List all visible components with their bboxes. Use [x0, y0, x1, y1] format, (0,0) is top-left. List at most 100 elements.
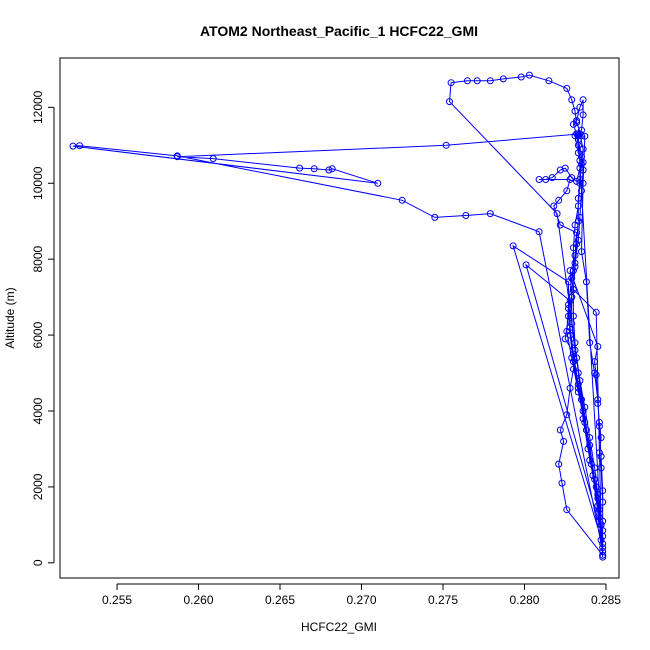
data-point [563, 411, 571, 419]
data-point [566, 297, 574, 305]
data-point [569, 286, 577, 293]
data-point [573, 177, 581, 185]
data-point [574, 384, 582, 392]
data-point [571, 221, 579, 229]
data-point [525, 71, 533, 79]
data-point [599, 544, 607, 552]
data-point [569, 120, 577, 128]
data-point [581, 132, 589, 140]
data-point [599, 498, 607, 506]
data-point [535, 228, 543, 236]
data-point [574, 369, 582, 377]
data-point [556, 221, 564, 229]
data-point [566, 267, 574, 275]
y-tick-label: 4000 [31, 397, 45, 424]
x-tick-label: 0.275 [428, 593, 458, 607]
data-point [555, 196, 563, 204]
y-tick-label: 6000 [31, 321, 45, 348]
data-point [431, 213, 439, 221]
x-tick-label: 0.255 [102, 593, 132, 607]
data-point [586, 441, 594, 449]
data-point [597, 464, 605, 472]
data-point [594, 491, 602, 498]
y-tick-label: 12000 [31, 90, 45, 124]
data-point [565, 301, 572, 309]
data-point [555, 460, 563, 468]
data-point [589, 472, 597, 479]
data-point [579, 415, 587, 423]
y-tick-label: 10000 [31, 166, 45, 200]
data-point [578, 187, 585, 195]
data-point [571, 346, 579, 354]
data-point [522, 261, 530, 269]
data-point [579, 166, 587, 174]
data-point [447, 79, 455, 87]
data-point [573, 354, 581, 362]
data-point [568, 174, 576, 182]
y-tick-label: 0 [31, 559, 45, 566]
data-point [569, 312, 577, 320]
data-point [582, 278, 590, 286]
data-point [69, 142, 77, 150]
data-point [553, 210, 561, 218]
data-point [325, 166, 333, 174]
data-point [581, 418, 589, 426]
data-point [535, 176, 543, 183]
data-point [463, 77, 471, 85]
x-tick-label: 0.270 [346, 593, 376, 607]
data-point [573, 229, 581, 237]
data-point [597, 434, 605, 442]
data-point [566, 384, 574, 392]
data-point [568, 293, 576, 301]
data-point [576, 213, 584, 221]
data-point [599, 487, 607, 495]
data-point [568, 320, 576, 328]
data-point [571, 107, 579, 115]
data-point [556, 426, 564, 434]
data-point [579, 96, 587, 104]
series-layer [69, 71, 607, 561]
data-point [576, 377, 584, 385]
data-point [578, 126, 585, 134]
y-axis-label: Altitude (m) [3, 287, 17, 348]
data-point [599, 527, 607, 535]
x-axis-label: HCFC22_GMI [301, 620, 377, 634]
data-point [592, 371, 600, 379]
data-point [561, 164, 569, 172]
data-point [462, 212, 470, 219]
data-point [574, 202, 582, 210]
data-point [558, 479, 566, 487]
data-point [561, 335, 569, 343]
data-point [599, 553, 607, 561]
data-point [545, 77, 553, 85]
data-point [591, 369, 599, 377]
data-point [594, 399, 602, 407]
data-point [486, 210, 494, 218]
data-point [566, 176, 574, 183]
data-point [569, 244, 577, 252]
data-point [592, 308, 600, 316]
data-point [595, 418, 603, 426]
data-point [173, 152, 181, 160]
data-point [584, 445, 592, 453]
y-tick-label: 8000 [31, 245, 45, 272]
data-point [599, 551, 607, 559]
data-point [565, 305, 572, 312]
x-axis: 0.255 0.260 0.265 0.270 0.275 0.280 0.285 [102, 583, 621, 607]
data-point [563, 506, 571, 514]
data-point [563, 327, 571, 335]
data-point [560, 437, 568, 445]
data-point [595, 422, 603, 430]
data-point [568, 96, 576, 104]
data-point [574, 380, 582, 388]
data-point [579, 407, 587, 415]
x-tick-label: 0.280 [509, 593, 539, 607]
data-point [586, 456, 594, 464]
data-point [579, 111, 587, 119]
data-point [579, 179, 587, 187]
data-point [574, 194, 582, 202]
data-point [574, 132, 582, 140]
